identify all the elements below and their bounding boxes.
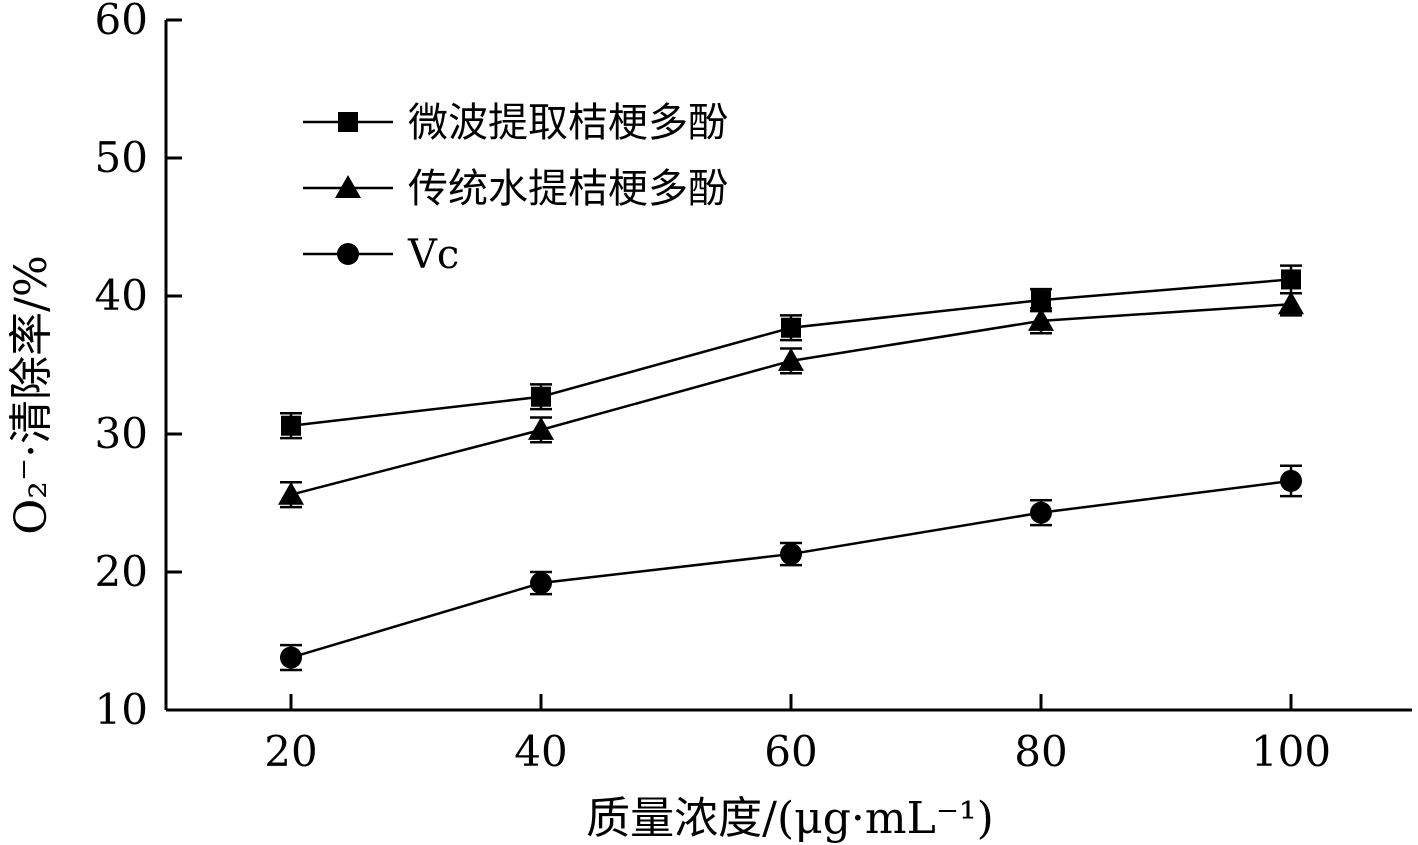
legend-item: 微波提取桔梗多酚 [303,100,728,146]
data-point [280,646,302,669]
x-tick-label: 60 [764,727,817,776]
legend-marker [337,243,359,265]
legend-label: Vc [407,232,459,278]
y-tick-label: 10 [95,685,148,734]
series-line [290,479,1292,659]
series-3 [280,464,1302,672]
legend-marker [338,112,358,132]
data-point [1030,501,1052,524]
data-point [531,386,551,407]
y-tick-label: 20 [95,547,148,596]
ticks: 10 20 30 40 50 60 20 40 60 80 100 [95,0,1332,776]
series-1 [280,264,1302,440]
y-axis-label: O₂⁻·清除率/% [6,255,57,535]
legend-item: Vc [303,232,459,278]
series-layer [278,264,1304,672]
x-tick-label: 80 [1014,727,1067,776]
y-tick-label: 60 [95,0,148,44]
data-point [281,415,301,436]
data-point [1031,290,1051,311]
x-tick-label: 40 [514,727,567,776]
legend-item: 传统水提桔梗多酚 [303,166,728,212]
data-point [528,416,554,440]
x-tick-label: 100 [1251,727,1331,776]
y-tick-label: 40 [95,271,148,320]
legend-label: 微波提取桔梗多酚 [408,100,728,146]
data-point [778,347,804,371]
y-tick-label: 50 [95,133,148,182]
x-axis-label: 质量浓度/(μg·mL⁻¹) [586,793,994,844]
axes [164,20,1412,712]
data-point [1028,307,1054,331]
data-point [1280,469,1302,492]
series-2 [278,291,1304,509]
data-point [780,543,802,566]
data-point [1281,269,1301,290]
legend-marker [335,175,361,198]
y-tick-label: 30 [95,409,148,458]
data-point [530,572,552,595]
data-point [781,317,801,338]
data-point [1278,291,1304,315]
data-point [278,481,304,505]
x-tick-label: 20 [264,727,317,776]
legend-label: 传统水提桔梗多酚 [408,166,728,212]
